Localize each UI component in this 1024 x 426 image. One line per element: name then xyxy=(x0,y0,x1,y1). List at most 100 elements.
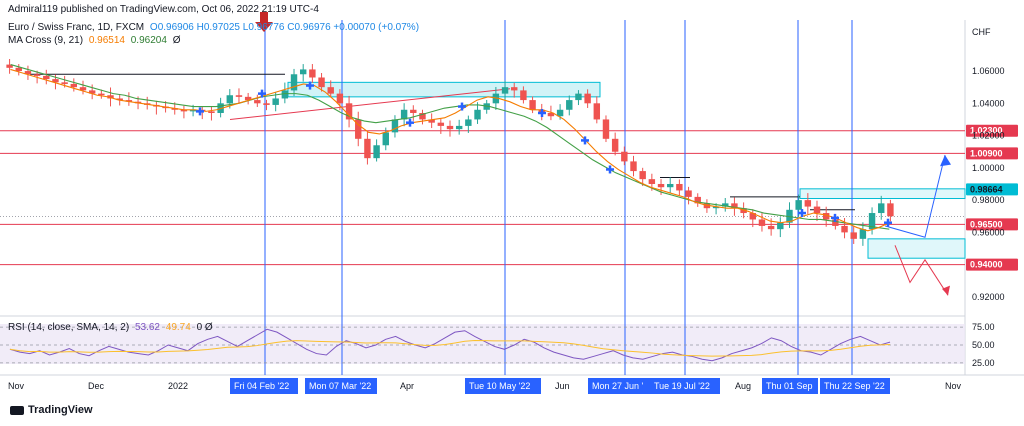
candle-body xyxy=(547,112,555,117)
candle-body xyxy=(327,87,334,94)
candle-body xyxy=(52,79,59,83)
symbol-name[interactable]: Euro / Swiss Franc, 1D, FXCM xyxy=(8,22,145,33)
candle-body xyxy=(795,200,802,210)
y-axis-tick-label: 1.02000 xyxy=(972,131,1005,141)
candle-body xyxy=(593,103,601,120)
x-axis-highlight-label: Tue 10 May '22 xyxy=(469,381,530,391)
candle-body xyxy=(455,125,463,130)
candle-body xyxy=(777,222,784,230)
y-axis-tick-label: 0.98000 xyxy=(972,195,1005,205)
candle-body xyxy=(15,67,22,72)
x-axis-label: Apr xyxy=(400,381,414,391)
candle-body xyxy=(290,74,298,91)
candle-body xyxy=(235,95,243,97)
candle-body xyxy=(6,64,13,68)
candle-body xyxy=(749,213,756,220)
ma-legend[interactable]: MA Cross (9, 21) 0.96514 0.96204 Ø xyxy=(8,35,183,46)
candle-body xyxy=(694,196,701,204)
rsi-sma-value: 49.74 xyxy=(165,322,191,333)
x-axis-highlight-tag xyxy=(820,378,890,394)
candle-body xyxy=(281,90,289,99)
trend-line xyxy=(229,88,511,120)
ohlc-values: O0.96906 H0.97025 L0.96776 C0.96976 +0.0… xyxy=(149,22,420,33)
currency-label: CHF xyxy=(972,27,991,37)
y-axis-tick-label: 1.06000 xyxy=(972,66,1005,76)
ma-label[interactable]: MA Cross (9, 21) xyxy=(8,35,84,46)
candle-body xyxy=(611,138,619,152)
candle-body xyxy=(520,90,527,101)
x-axis-label: Nov xyxy=(8,381,25,391)
candle-body xyxy=(125,100,133,102)
rsi-band xyxy=(0,324,965,364)
resistance-zone-rect xyxy=(799,188,966,200)
x-axis-label: Nov xyxy=(945,381,962,391)
publisher-text: Admiral119 published on TradingView.com,… xyxy=(8,4,319,15)
x-axis-highlight-label: Fri 04 Feb '22 xyxy=(234,381,289,391)
candle-body xyxy=(529,100,536,110)
current-price-tag xyxy=(966,183,1018,196)
candle-body xyxy=(758,219,766,226)
arrow-head-icon xyxy=(940,154,951,167)
candle-body xyxy=(107,95,114,99)
candle-body xyxy=(868,213,876,230)
candle-body xyxy=(318,77,325,88)
candle-body xyxy=(88,90,96,94)
price-level-tag xyxy=(966,124,1018,137)
x-axis-highlight-label: Thu 01 Sep xyxy=(766,381,813,391)
rsi-legend[interactable]: RSI (14, close, SMA, 14, 2) 53.62 49.74 … xyxy=(8,322,216,333)
price-level-tag xyxy=(966,218,1018,231)
price-level-tag xyxy=(966,258,1018,271)
candle-body xyxy=(740,208,747,214)
candle-body xyxy=(575,93,582,101)
y-axis-tick-label: 0.96000 xyxy=(972,227,1005,237)
candle-body xyxy=(841,225,848,233)
ma-slow-value: 0.96204 xyxy=(130,35,167,46)
candle-body xyxy=(556,109,564,117)
x-axis-highlight-label: Tue 19 Jul '22 xyxy=(654,381,710,391)
candle-body xyxy=(602,119,610,139)
tradingview-icon xyxy=(10,405,24,415)
down-arrow-icon xyxy=(260,12,268,22)
candle-body xyxy=(566,100,573,110)
x-axis-label: Aug xyxy=(735,381,751,391)
rsi-sma-line xyxy=(9,340,891,357)
bullish-projection-arrow xyxy=(884,154,946,238)
candle-body xyxy=(98,93,105,96)
ma-fast-value: 0.96514 xyxy=(88,35,125,46)
rsi-label[interactable]: RSI (14, close, SMA, 14, 2) xyxy=(8,322,130,333)
candle-body xyxy=(887,203,894,217)
bearish-projection-arrow xyxy=(894,245,949,296)
rsi-line xyxy=(9,328,891,362)
candle-body xyxy=(767,225,775,230)
candle-body xyxy=(419,112,426,120)
x-axis-label: Dec xyxy=(88,381,105,391)
x-axis-highlight-label: Thu 22 Sep '22 xyxy=(824,381,885,391)
ma-extra: Ø xyxy=(172,35,181,46)
symbol-legend[interactable]: Euro / Swiss Franc, 1D, FXCM O0.96906 H0… xyxy=(8,22,422,33)
price-level-label: 1.02300 xyxy=(970,126,1003,136)
candle-body xyxy=(61,82,68,84)
candle-body xyxy=(878,203,885,214)
brand-text: TradingView xyxy=(28,404,93,416)
header-bar: Admiral119 published on TradingView.com,… xyxy=(0,0,1024,20)
price-level-label: 0.94000 xyxy=(970,260,1003,270)
x-axis-highlight-tag xyxy=(762,378,818,394)
candle-body xyxy=(437,122,445,126)
x-axis-label: 2022 xyxy=(168,381,188,391)
y-axis-tick-label: 0.92000 xyxy=(972,292,1005,302)
candle-body xyxy=(722,203,729,207)
price-level-tag xyxy=(966,147,1018,160)
candle-body xyxy=(666,183,674,188)
candle-body xyxy=(501,87,509,94)
candle-body xyxy=(630,161,637,172)
candle-body xyxy=(226,95,234,104)
candle-body xyxy=(621,151,628,162)
candle-body xyxy=(355,119,362,139)
current-price-label: 0.98664 xyxy=(970,184,1003,194)
rsi-tick-label: 25.00 xyxy=(972,358,995,368)
ma-fast-line xyxy=(10,68,890,232)
candle-body xyxy=(731,203,738,209)
price-level-label: 1.00900 xyxy=(970,148,1003,158)
candle-body xyxy=(244,96,252,101)
